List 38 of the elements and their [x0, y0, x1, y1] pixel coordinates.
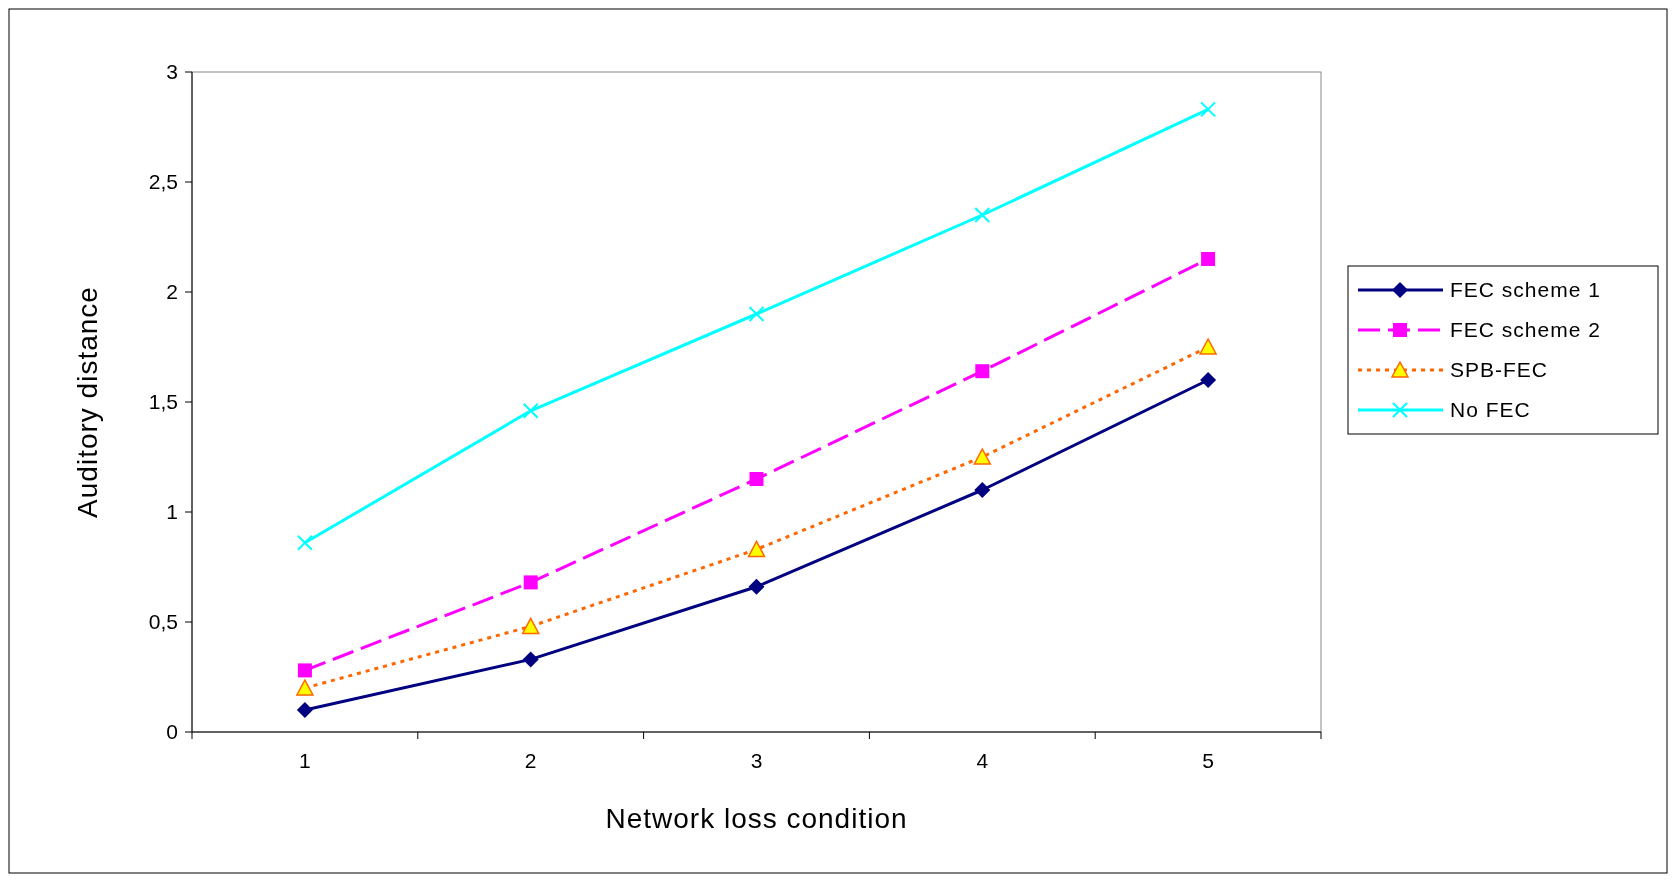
point	[297, 663, 312, 678]
legend-label: FEC scheme 1	[1450, 278, 1601, 302]
point	[522, 651, 539, 668]
point	[296, 679, 314, 696]
point	[974, 482, 991, 498]
point	[749, 472, 764, 486]
y-tick-label: 0,5	[148, 610, 178, 634]
y-tick-label: 2,5	[148, 170, 178, 194]
y-tick-label: 3	[166, 60, 178, 84]
point	[973, 448, 992, 465]
point	[296, 534, 313, 551]
point	[747, 540, 766, 558]
x-tick-label: 4	[976, 749, 989, 772]
x-tick-label: 3	[750, 749, 763, 772]
legend-label: FEC scheme 2	[1450, 318, 1601, 342]
y-tick-label: 1,5	[148, 390, 178, 414]
legend-label: No FEC	[1450, 398, 1531, 422]
x-axis-title: Network loss condition	[605, 803, 908, 834]
point	[975, 364, 990, 379]
point	[974, 207, 991, 223]
point	[1200, 101, 1217, 118]
y-tick-label: 0	[166, 720, 178, 744]
y-tick-label: 1	[166, 500, 178, 524]
legend-label: SPB-FEC	[1450, 358, 1549, 382]
point	[748, 578, 765, 595]
y-tick-label: 2	[166, 280, 178, 304]
point	[296, 702, 313, 718]
point	[523, 575, 538, 590]
point	[521, 617, 540, 635]
point	[1201, 252, 1216, 266]
x-tick-label: 2	[524, 749, 537, 772]
point	[1200, 372, 1217, 388]
point	[1199, 338, 1217, 355]
point	[522, 402, 539, 419]
y-axis-title: Auditory distance	[72, 286, 103, 518]
x-tick-label: 5	[1202, 749, 1214, 772]
point	[748, 306, 765, 322]
x-tick-label: 1	[299, 749, 311, 772]
